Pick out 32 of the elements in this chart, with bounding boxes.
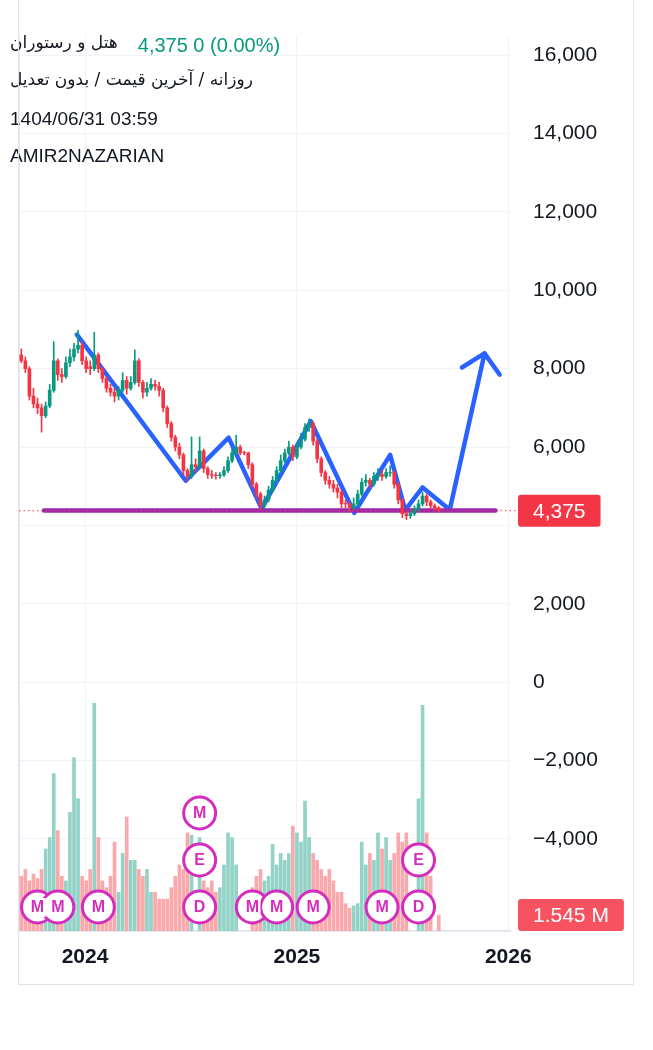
annotation: AMIR2NAZARIAN [10, 145, 165, 167]
x-tick-label: 2024 [61, 944, 109, 968]
chart-title: هتل و رستوران [10, 32, 118, 53]
y-tick-label: 10,000 [533, 277, 598, 301]
y-tick-label: 8,000 [533, 355, 586, 379]
annotation: M [270, 898, 284, 916]
annotation: M [30, 898, 45, 916]
annotation: E [194, 851, 206, 869]
ref-line-label: 4,375 [533, 498, 586, 522]
annotation: M [245, 898, 259, 916]
x-tick-label: 2026 [484, 944, 532, 968]
annotation: M [192, 804, 207, 822]
y-tick-label: 12,000 [533, 198, 598, 222]
annotation: M [306, 898, 320, 916]
annotation: M [91, 898, 105, 916]
annotation: M [51, 898, 65, 916]
text: روزانه / آخرین قیمت / بدون تعدیل [10, 68, 253, 90]
annotation: E [413, 851, 425, 869]
y-tick-label: −2,000 [533, 747, 598, 771]
x-tick-label: 2025 [273, 944, 321, 968]
annotation: M [375, 898, 389, 916]
y-tick-label: 16,000 [533, 41, 598, 65]
y-tick-label: 0 [533, 668, 545, 692]
y-tick-label: 6,000 [533, 433, 586, 457]
y-tick-label: −4,000 [533, 825, 598, 849]
annotation: D [193, 898, 206, 916]
annotation: D [412, 898, 425, 916]
y-tick-label: 14,000 [533, 120, 598, 144]
text: 1.545 M [533, 902, 609, 926]
annotation: 4,375 0 (0.00%) [137, 33, 281, 56]
annotation: 1404/06/31 03:59 [10, 108, 158, 130]
y-tick-label: 2,000 [533, 590, 586, 614]
